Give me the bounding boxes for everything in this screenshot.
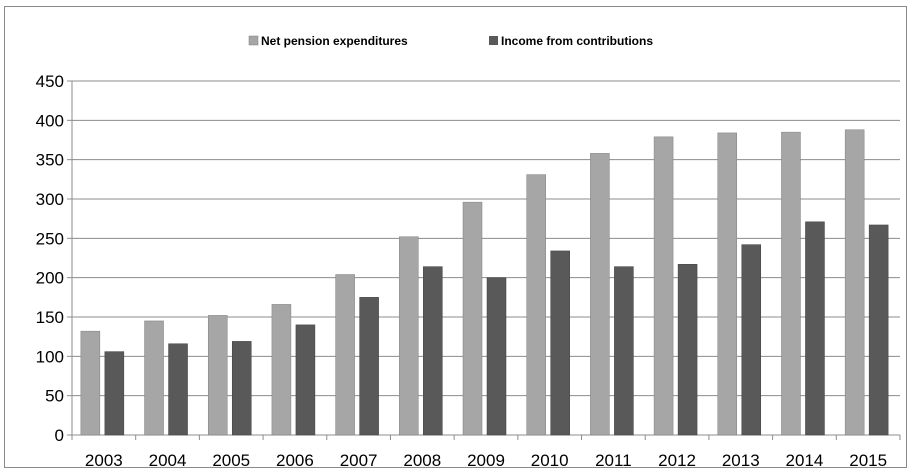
legend-swatch-net-pension-expenditures [248, 35, 259, 46]
bar-income-from-contributions-2011 [614, 266, 634, 436]
bar-net-pension-expenditures-2012 [653, 136, 674, 436]
x-tick-label: 2003 [85, 451, 123, 470]
y-tick-label: 300 [36, 190, 64, 209]
y-tick-label: 250 [36, 229, 64, 248]
bar-income-from-contributions-2009 [486, 277, 507, 436]
bars [80, 129, 889, 436]
bar-net-pension-expenditures-2014 [781, 131, 801, 436]
bar-income-from-contributions-2015 [868, 224, 889, 436]
bar-income-from-contributions-2004 [168, 343, 188, 436]
x-tick-label: 2004 [149, 451, 187, 470]
x-tick-label: 2009 [467, 451, 505, 470]
y-tick-label: 100 [36, 347, 64, 366]
bar-net-pension-expenditures-2006 [271, 304, 292, 436]
y-tick-label: 200 [36, 269, 64, 288]
bar-net-pension-expenditures-2005 [207, 315, 228, 436]
bar-net-pension-expenditures-2003 [80, 330, 101, 436]
x-tick-label: 2011 [595, 451, 632, 470]
y-tick-label: 150 [36, 308, 64, 327]
bar-income-from-contributions-2010 [550, 250, 570, 436]
bar-income-from-contributions-2008 [423, 266, 443, 436]
x-tick-label: 2014 [786, 451, 824, 470]
bar-net-pension-expenditures-2007 [335, 274, 355, 436]
bar-net-pension-expenditures-2015 [844, 129, 865, 436]
x-tick-label: 2006 [276, 451, 314, 470]
bar-income-from-contributions-2006 [295, 324, 316, 436]
x-tick-label: 2005 [212, 451, 250, 470]
bar-income-from-contributions-2003 [104, 351, 125, 436]
x-tick-label: 2012 [658, 451, 696, 470]
bar-income-from-contributions-2013 [741, 244, 762, 436]
y-tick-label: 350 [36, 151, 64, 170]
bar-income-from-contributions-2005 [231, 341, 252, 436]
legend-label-net-pension-expenditures: Net pension expenditures [261, 34, 408, 48]
y-tick-label: 0 [55, 426, 64, 445]
bar-net-pension-expenditures-2009 [462, 201, 483, 436]
y-tick-label: 400 [36, 111, 64, 130]
x-tick-label: 2008 [403, 451, 441, 470]
x-tick-label: 2015 [849, 451, 887, 470]
x-tick-label: 2013 [722, 451, 760, 470]
bar-income-from-contributions-2014 [805, 221, 825, 436]
x-tick-label: 2010 [531, 451, 569, 470]
x-tick-label: 2007 [340, 451, 378, 470]
y-tick-label: 450 [36, 72, 64, 91]
gridlines [72, 80, 900, 397]
bar-income-from-contributions-2012 [677, 264, 698, 436]
y-tick-label: 50 [45, 387, 64, 406]
legend-swatch-income-from-contributions [489, 36, 498, 45]
bar-net-pension-expenditures-2011 [590, 153, 610, 436]
bar-net-pension-expenditures-2010 [526, 174, 546, 436]
x-axis: 2003 2004 2005 2006 2007 2008 2009 2010 2011 2012… [71, 434, 901, 470]
legend-label-income-from-contributions: Income from contributions [501, 34, 653, 48]
y-axis: 0 50 100 150 200 250 300 350 400 450 [36, 72, 73, 445]
legend: Net pension expenditures Income from con… [248, 34, 653, 48]
bar-net-pension-expenditures-2004 [144, 320, 164, 436]
bar-net-pension-expenditures-2008 [399, 236, 419, 436]
bar-net-pension-expenditures-2013 [717, 132, 738, 436]
bar-income-from-contributions-2007 [359, 297, 379, 436]
